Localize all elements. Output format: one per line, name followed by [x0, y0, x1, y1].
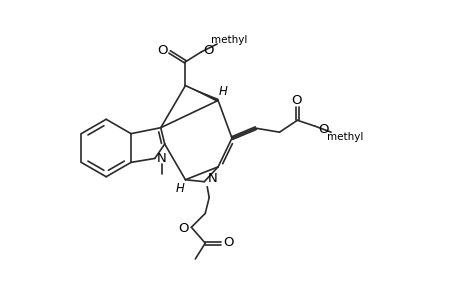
Text: O: O	[157, 44, 168, 57]
Text: O: O	[317, 123, 328, 136]
Text: O: O	[202, 44, 213, 57]
Polygon shape	[185, 85, 218, 102]
Text: H: H	[218, 85, 227, 98]
Text: methyl: methyl	[326, 132, 362, 142]
Text: O: O	[291, 94, 301, 107]
Text: H: H	[176, 182, 185, 195]
Text: N: N	[157, 152, 166, 165]
Text: N: N	[207, 172, 217, 185]
Text: O: O	[178, 222, 188, 235]
Text: methyl: methyl	[210, 35, 246, 45]
Text: O: O	[222, 236, 233, 249]
